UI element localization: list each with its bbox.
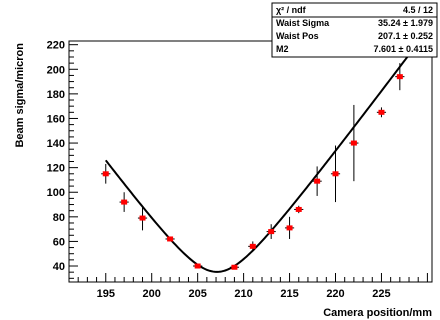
data-point <box>312 166 322 196</box>
stats-chi2-label: χ² / ndf <box>276 5 307 15</box>
x-tick-label: 220 <box>326 288 344 300</box>
point-marker <box>102 171 109 177</box>
x-axis-title: Camera position/mm <box>323 307 432 319</box>
y-tick-label: 80 <box>53 212 65 224</box>
data-point <box>248 241 258 252</box>
stats-waist-pos-value: 207.1 ± 0.252 <box>378 31 433 41</box>
data-point <box>376 107 387 118</box>
stats-waist-sigma-label: Waist Sigma <box>276 18 330 28</box>
data-point <box>395 63 405 91</box>
y-tick-label: 40 <box>53 261 65 273</box>
point-marker <box>194 263 201 269</box>
stats-box-frame <box>271 2 438 58</box>
stats-box: χ² / ndf 4.5 / 12 Waist Sigma 35.24 ± 1.… <box>271 2 438 58</box>
data-point <box>101 163 111 184</box>
y-tick-label: 160 <box>47 113 65 125</box>
stats-waist-sigma-value: 35.24 ± 1.979 <box>378 18 433 28</box>
point-marker <box>249 243 256 249</box>
x-tick-label: 225 <box>372 288 390 300</box>
x-tick-label: 195 <box>97 288 115 300</box>
y-tick-label: 220 <box>47 40 65 52</box>
stats-waist-pos-label: Waist Pos <box>276 31 319 41</box>
stats-m2-value: 7.601 ± 0.4115 <box>374 44 434 54</box>
point-marker <box>332 171 339 177</box>
x-axis-ticks: 195 200 205 210 215 220 225 <box>68 273 428 300</box>
y-tick-label: 100 <box>47 187 65 199</box>
point-marker <box>139 215 146 221</box>
data-point <box>193 263 203 269</box>
fit-curve <box>104 55 409 273</box>
point-marker <box>314 178 321 184</box>
stats-m2-label: M2 <box>276 44 289 54</box>
data-point <box>266 224 276 239</box>
data-points <box>101 63 405 270</box>
data-point <box>165 236 175 242</box>
data-point <box>349 104 359 182</box>
data-point <box>137 205 148 231</box>
stats-chi2-value: 4.5 / 12 <box>403 5 433 15</box>
point-marker <box>268 229 275 235</box>
y-tick-label: 140 <box>47 138 65 150</box>
x-tick-label: 210 <box>234 288 252 300</box>
point-marker <box>295 206 302 212</box>
data-point <box>229 264 240 270</box>
data-point <box>119 192 129 212</box>
point-marker <box>121 199 128 205</box>
point-marker <box>396 74 403 80</box>
point-marker <box>350 140 357 146</box>
x-tick-label: 205 <box>188 288 206 300</box>
x-tick-label: 215 <box>280 288 298 300</box>
point-marker <box>167 236 174 242</box>
fit-layer <box>104 55 409 273</box>
x-tick-label: 200 <box>143 288 161 300</box>
data-point <box>294 205 304 214</box>
y-axis-title: Beam sigma/micron <box>14 43 26 148</box>
point-marker <box>231 264 238 270</box>
y-tick-label: 120 <box>47 163 65 175</box>
y-tick-label: 200 <box>47 64 65 76</box>
y-axis-ticks: 40 60 80 100 120 140 160 180 200 220 <box>47 40 78 279</box>
point-marker <box>286 225 293 231</box>
y-tick-label: 60 <box>53 236 65 248</box>
data-point <box>284 216 295 239</box>
y-tick-label: 180 <box>47 89 65 101</box>
data-point <box>330 145 341 203</box>
point-marker <box>378 109 385 115</box>
